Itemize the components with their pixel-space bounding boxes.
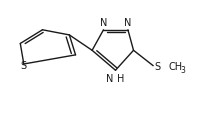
Text: CH: CH <box>168 62 182 72</box>
Text: N: N <box>99 18 107 28</box>
Text: S: S <box>153 62 160 72</box>
Text: 3: 3 <box>180 65 185 74</box>
Text: N: N <box>106 73 113 83</box>
Text: S: S <box>21 61 27 71</box>
Text: N: N <box>124 18 131 28</box>
Text: H: H <box>116 73 123 83</box>
